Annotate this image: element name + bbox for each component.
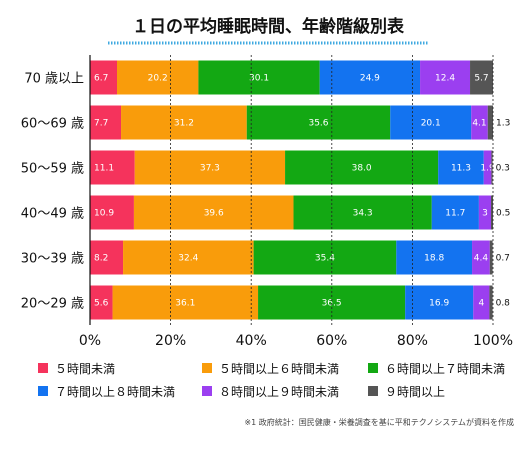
bar-segment [90,60,118,95]
data-label: 35.4 [315,254,335,264]
category-label: 20～29 歳 [21,297,84,312]
x-tick-label: 40% [236,333,267,349]
data-label: 4 [478,299,484,309]
bar-segment [90,285,113,320]
data-label: 0.3 [496,164,510,174]
data-label: 11.1 [94,164,114,174]
bar-segment [293,195,432,230]
data-label: 32.4 [178,254,198,264]
footnote: ※1 政府統計：国民健康・栄養調査を基に平和テクノシステムが資料を作成 [244,417,514,427]
data-label: 0.8 [496,299,511,309]
bar-segment [487,105,493,140]
bar-segment [470,60,493,95]
data-label: 30.1 [249,74,269,84]
legend-label: ８時間以上９時間未満 [219,385,339,399]
data-label: 5.7 [474,74,488,84]
data-label: 11.3 [451,164,471,174]
legend-swatch [202,363,212,373]
legend-swatch [38,386,48,396]
bar-segment [121,105,247,140]
data-label: 35.6 [308,119,328,129]
bar-segment [90,195,134,230]
legend-swatch [368,386,378,396]
bar-segment [319,60,421,95]
data-label: 39.6 [204,209,224,219]
data-label: 18.8 [424,254,444,264]
bar-segment [405,285,474,320]
bar-segment [112,285,259,320]
data-label: 37.3 [200,164,220,174]
bar-segment [117,60,199,95]
bar-segment [471,105,488,140]
category-label: 50～59 歳 [21,162,84,177]
bar-segment [491,150,493,185]
data-label: 1.9 [480,164,495,174]
data-label: 3 [482,209,488,219]
data-label: 11.7 [445,209,465,219]
data-label: 20.1 [421,119,441,129]
bar-segment [253,240,397,275]
category-label: 40～49 歳 [21,207,84,222]
legend-swatch [368,363,378,373]
bar-segment [489,285,493,320]
legend-label: ６時間以上７時間未満 [385,362,505,376]
category-label: 30～39 歳 [21,252,84,267]
data-label: 4.4 [474,254,489,264]
data-label: 20.2 [148,74,168,84]
x-tick-label: 60% [316,333,347,349]
chart-title: １日の平均睡眠時間、年齢階級別表 [132,16,405,37]
data-label: 38.0 [352,164,372,174]
bar-segment [396,240,473,275]
bar-segment [420,60,471,95]
legend-label: ７時間以上８時間未満 [55,385,175,399]
bar-segment [478,195,491,230]
x-tick-label: 20% [155,333,186,349]
legend-swatch [38,363,48,373]
legend-label: ５時間以上６時間未満 [219,362,339,376]
data-label: 1.3 [496,119,510,129]
bar-segment [490,195,493,230]
legend-swatch [202,386,212,396]
data-label: 8.2 [94,254,108,264]
bar-segment [90,105,122,140]
data-label: 36.1 [175,299,195,309]
category-label: 60～69 歳 [21,117,84,132]
bar-segment [134,150,286,185]
bar-segment [246,105,391,140]
data-label: 5.6 [94,299,109,309]
x-tick-label: 80% [397,333,428,349]
data-label: 16.9 [429,299,449,309]
plot-area: 70 歳以上 6.7 20.2 30.1 24.9 12.4 5.760～69 歳 7.7 31… [21,55,513,349]
bar-segment [438,150,484,185]
bar-segment [390,105,472,140]
data-label: 6.7 [94,74,108,84]
data-label: 7.7 [94,119,108,129]
bar-segment [431,195,479,230]
bar-segment [489,240,493,275]
bar-segment [483,150,492,185]
bar-segment [133,195,294,230]
bar-segment [198,60,320,95]
data-label: 31.2 [174,119,194,129]
data-label: 4.1 [472,119,486,129]
legend-label: ５時間未満 [55,362,115,376]
category-label: 70 歳以上 [24,72,84,87]
bar-segment [90,240,124,275]
data-label: 0.5 [496,209,510,219]
x-tick-label: 100% [473,333,513,349]
data-label: 0.7 [496,254,510,264]
bar-segment [90,150,135,185]
legend-label: ９時間以上 [385,385,445,399]
bar-segment [123,240,254,275]
legend: ５時間未満 ５時間以上６時間未満 ６時間以上７時間未満 ７時間以上８時間未満 ８時間以上… [38,362,505,399]
bar-segment [472,240,490,275]
data-label: 24.9 [360,74,380,84]
bar-segment [473,285,490,320]
x-tick-label: 0% [79,333,101,349]
data-label: 10.9 [94,209,114,219]
data-label: 12.4 [435,74,455,84]
data-label: 34.3 [353,209,373,219]
